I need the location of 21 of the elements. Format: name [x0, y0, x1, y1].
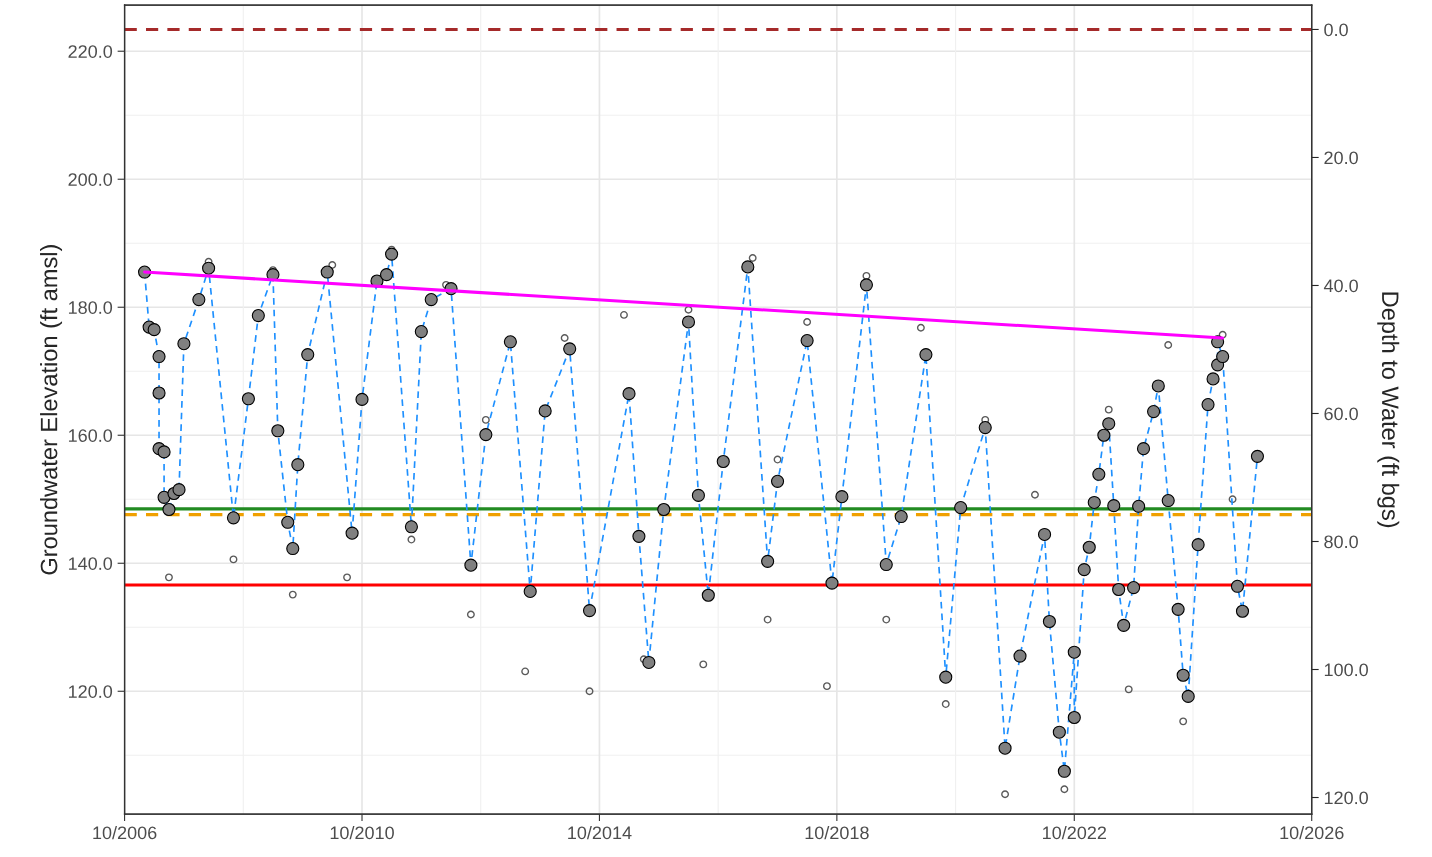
- y-axis-title: Groundwater Elevation (ft amsl): [40, 245, 63, 575]
- y2-tick-label: 40.0: [1323, 279, 1358, 293]
- y2-tick-label: 120.0: [1324, 791, 1368, 805]
- y2-tick-label: 20.0: [1324, 151, 1358, 165]
- y2-tick-label: 0.0: [1324, 23, 1348, 37]
- x-tick-label: 10/2010: [330, 825, 394, 840]
- x-tick-label: 10/2022: [1043, 825, 1107, 840]
- y-tick-label: 120.0: [68, 685, 113, 698]
- x-tick-label: 10/2014: [568, 825, 632, 840]
- y-tick-label: 160.0: [68, 429, 113, 442]
- y-tick-label: 220.0: [68, 45, 113, 58]
- y-tick-label: 180.0: [68, 301, 113, 314]
- y2-tick-label: 100.0: [1324, 663, 1368, 677]
- y-tick-label: 200.0: [68, 173, 113, 186]
- y-tick-label: 140.0: [68, 557, 113, 570]
- y2-tick-label: 80.0: [1324, 535, 1358, 549]
- x-tick-label: 10/2026: [1280, 825, 1344, 840]
- x-tick-label: 10/2018: [805, 825, 869, 840]
- y2-axis-title: Depth to Water (ft bgs): [1377, 292, 1400, 528]
- x-tick-label: 10/2006: [93, 825, 157, 840]
- y2-tick-label: 60.0: [1324, 407, 1358, 421]
